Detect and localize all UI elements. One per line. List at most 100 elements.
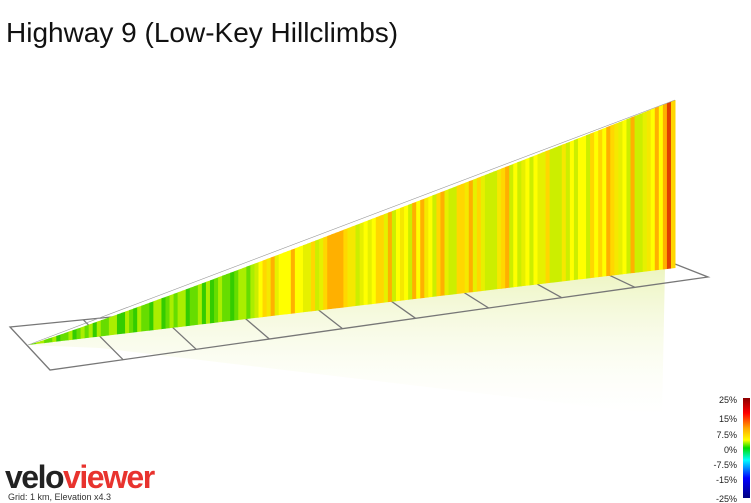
profile-segment — [452, 185, 458, 295]
legend: 25% 15% 7.5% 0% -7.5% -15% -25% — [713, 395, 737, 503]
legend-label: 7.5% — [716, 430, 737, 440]
profile-segment — [153, 299, 158, 331]
profile-segment — [456, 184, 462, 294]
profile-segment — [298, 245, 304, 313]
profile-segment — [638, 112, 644, 273]
profile-segment — [598, 128, 603, 278]
profile-segment — [363, 220, 369, 306]
profile-segment — [185, 287, 191, 327]
profile-segment — [197, 283, 203, 325]
legend-label: 25% — [719, 395, 737, 405]
profile-segment — [622, 119, 627, 275]
legend-label: -7.5% — [713, 460, 737, 470]
profile-segment — [254, 262, 259, 319]
profile-segment — [404, 204, 409, 301]
profile-segment — [331, 232, 336, 309]
legend-bar — [743, 398, 750, 498]
profile-segment — [121, 311, 126, 334]
profile-segment — [557, 144, 563, 282]
profile-segment — [270, 255, 276, 317]
profile-segment — [112, 314, 118, 335]
profile-segment — [614, 122, 619, 276]
profile-segment — [335, 231, 340, 309]
profile-segment — [201, 281, 207, 325]
profile-segment — [327, 234, 332, 310]
profile-segment — [420, 198, 425, 299]
profile-segment — [505, 165, 510, 289]
logo: veloviewer — [5, 459, 155, 495]
profile-segment — [436, 192, 441, 297]
profile-segment — [141, 304, 146, 332]
profile-segment — [347, 226, 352, 307]
profile — [27, 99, 676, 346]
profile-segment — [169, 293, 175, 329]
profile-segment — [96, 320, 102, 337]
profile-segment — [658, 104, 664, 270]
profile-segment — [375, 215, 381, 304]
profile-segment — [476, 176, 482, 292]
profile-segment — [92, 321, 98, 338]
profile-segment — [509, 163, 514, 288]
profile-segment — [137, 305, 142, 333]
profile-segment — [448, 187, 454, 295]
profile-segment — [218, 275, 223, 323]
profile-segment — [226, 272, 231, 322]
profile-segment — [424, 197, 429, 298]
profile-segment — [594, 130, 599, 278]
profile-segment — [64, 331, 69, 341]
profile-segment — [56, 334, 61, 342]
profile-segment — [412, 201, 417, 300]
profile-segment — [339, 229, 344, 308]
profile-segment — [586, 133, 591, 279]
profile-segment — [549, 147, 555, 283]
profile-segment — [242, 266, 247, 320]
profile-segment — [133, 307, 138, 333]
profile-segment — [315, 239, 320, 311]
profile-segment — [634, 114, 640, 273]
profile-segment — [145, 302, 150, 332]
profile-segment — [222, 274, 227, 322]
profile-segment — [460, 182, 466, 294]
profile-segment — [541, 151, 547, 284]
profile-segment — [444, 189, 450, 296]
profile-segment — [379, 214, 385, 304]
title: Highway 9 (Low-Key Hillclimbs) — [6, 17, 398, 48]
profile-segment — [165, 295, 171, 329]
profile-segment — [610, 124, 615, 276]
profile-segment — [577, 136, 583, 280]
logo-velo: velo — [5, 459, 64, 495]
profile-segment — [497, 168, 502, 290]
profile-segment — [307, 242, 312, 312]
profile-edge — [27, 99, 676, 346]
profile-segment — [646, 109, 652, 272]
legend-label: 15% — [719, 414, 737, 424]
profile-segment — [666, 101, 672, 269]
profile-segment — [44, 338, 49, 344]
profile-segment — [230, 271, 235, 321]
profile-segment — [161, 296, 166, 330]
profile-segment — [472, 178, 478, 293]
profile-segment — [234, 269, 239, 321]
profile-segment — [525, 157, 530, 286]
profile-segment — [177, 290, 183, 328]
profile-segment — [565, 141, 571, 281]
profile-segment — [48, 337, 53, 343]
profile-segment — [400, 206, 405, 301]
profile-segment — [493, 170, 498, 290]
profile-segment — [573, 138, 579, 281]
profile-segment — [258, 260, 264, 318]
profile-segment — [125, 310, 130, 334]
profile-segment — [650, 108, 656, 271]
legend-label: -15% — [716, 475, 737, 485]
profile-segment — [282, 251, 288, 315]
profile-segment — [355, 223, 361, 307]
profile-segment — [157, 298, 162, 330]
profile-segment — [642, 111, 648, 272]
profile-segment — [545, 149, 551, 284]
profile-segment — [553, 146, 559, 283]
profile-segment — [484, 173, 490, 291]
profile-segment — [391, 209, 397, 302]
profile-segment — [383, 212, 389, 303]
profile-segment — [36, 341, 41, 345]
